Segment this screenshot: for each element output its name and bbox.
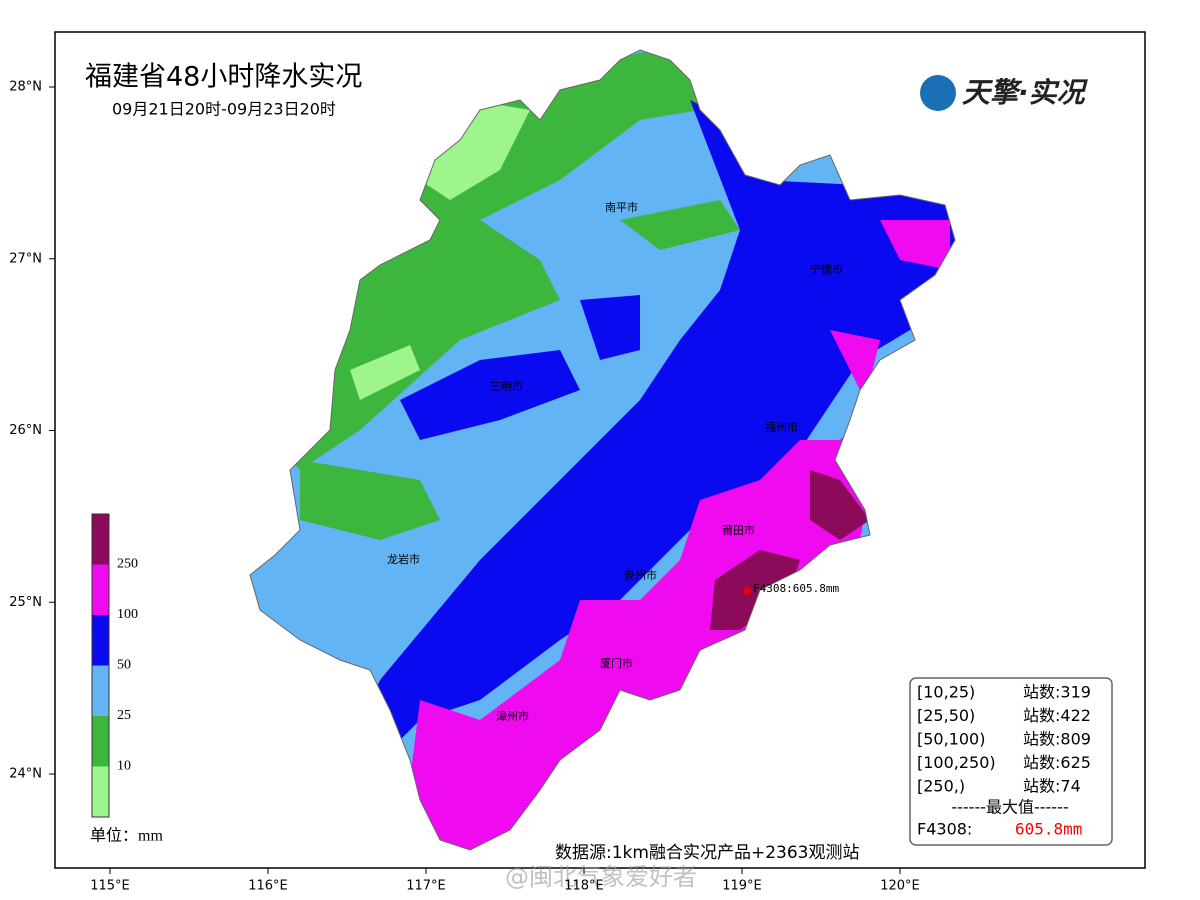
x-tick-label: 115°E [90, 879, 130, 894]
city-label: 龙岩市 [387, 552, 420, 566]
watermark: @闽北气象爱好者 [505, 863, 697, 891]
stats-count: 站数:422 [1023, 706, 1091, 725]
colorbar-swatch [92, 665, 109, 716]
colorbar-swatch [92, 514, 109, 565]
zone-10-25 [620, 200, 740, 250]
stats-box [909, 677, 1113, 846]
zone-50-100 [400, 350, 580, 440]
stats-range: [25,50) [917, 706, 975, 725]
stats-max-heading: ------最大值------ [951, 798, 1068, 817]
zone-250 [710, 550, 800, 630]
zone-50-100 [580, 295, 640, 360]
x-tick-label: 117°E [406, 879, 446, 894]
x-tick-label: 118°E [564, 879, 604, 894]
stats-count: 站数:625 [1023, 753, 1091, 772]
colorbar-label: 25 [117, 708, 131, 723]
x-tick-label: 119°E [722, 879, 762, 894]
zone-50-100 [300, 100, 955, 850]
stats-range: [10,25) [917, 683, 975, 702]
logo-text: 天擎·实况 [962, 76, 1089, 109]
stats-max-station: F4308: [917, 820, 972, 839]
stats-range: [250,) [917, 777, 965, 796]
city-label: 泉州市 [624, 568, 657, 582]
colorbar-swatch [92, 615, 109, 666]
zone-10-25 [300, 460, 440, 540]
y-tick-label: 25°N [9, 595, 42, 610]
colorbar: 10 25 50 100 250 [91, 513, 138, 818]
stats-count: 站数:809 [1023, 730, 1091, 749]
stats-table: [10,25) 站数:319 [25,50) 站数:422 [50,100) 站数:809… [917, 683, 1091, 796]
colorbar-swatch [92, 716, 109, 767]
zone-100-250 [400, 330, 880, 850]
city-label: 宁德市 [810, 262, 843, 276]
data-source: 数据源:1km融合实况产品+2363观测站 [555, 843, 859, 863]
subtitle: 09月21日20时-09月23日20时 [112, 100, 336, 119]
city-label: 莆田市 [722, 523, 755, 537]
colorbar-swatch [92, 564, 109, 615]
x-tick-label: 120°E [880, 879, 920, 894]
colorbar-label: 50 [117, 658, 131, 673]
y-tick-label: 28°N [9, 80, 42, 95]
logo-icon [920, 75, 956, 111]
city-label: 三明市 [490, 379, 523, 393]
city-label: 福州市 [765, 420, 798, 434]
colorbar-label: 10 [117, 759, 131, 774]
city-label: 漳州市 [496, 709, 529, 723]
zone-10-25 [250, 50, 700, 470]
max-station-dot [743, 587, 751, 595]
y-tick-label: 27°N [9, 251, 42, 266]
colorbar-label: 250 [117, 557, 138, 572]
stats-count: 站数:74 [1023, 777, 1081, 796]
colorbar-frame [91, 513, 110, 818]
stats-max-value: 605.8mm [1015, 820, 1082, 839]
zone-250 [810, 470, 870, 540]
y-tick-label: 26°N [9, 423, 42, 438]
colorbar-swatch [92, 766, 109, 817]
stats-range: [100,250) [917, 753, 996, 772]
x-tick-label: 116°E [248, 879, 288, 894]
city-label: 南平市 [605, 200, 638, 214]
stats-count: 站数:319 [1023, 683, 1091, 702]
legend-unit: 单位：mm [90, 827, 163, 845]
colorbar-label: 100 [117, 607, 138, 622]
stats-range: [50,100) [917, 730, 985, 749]
max-station-label: F4308:605.8mm [753, 582, 839, 595]
zone-100-250 [880, 220, 950, 270]
y-tick-label: 24°N [9, 767, 42, 782]
title: 福建省48小时降水实况 [85, 62, 362, 93]
city-label: 厦门市 [600, 656, 633, 670]
zone-0-10 [350, 345, 420, 400]
